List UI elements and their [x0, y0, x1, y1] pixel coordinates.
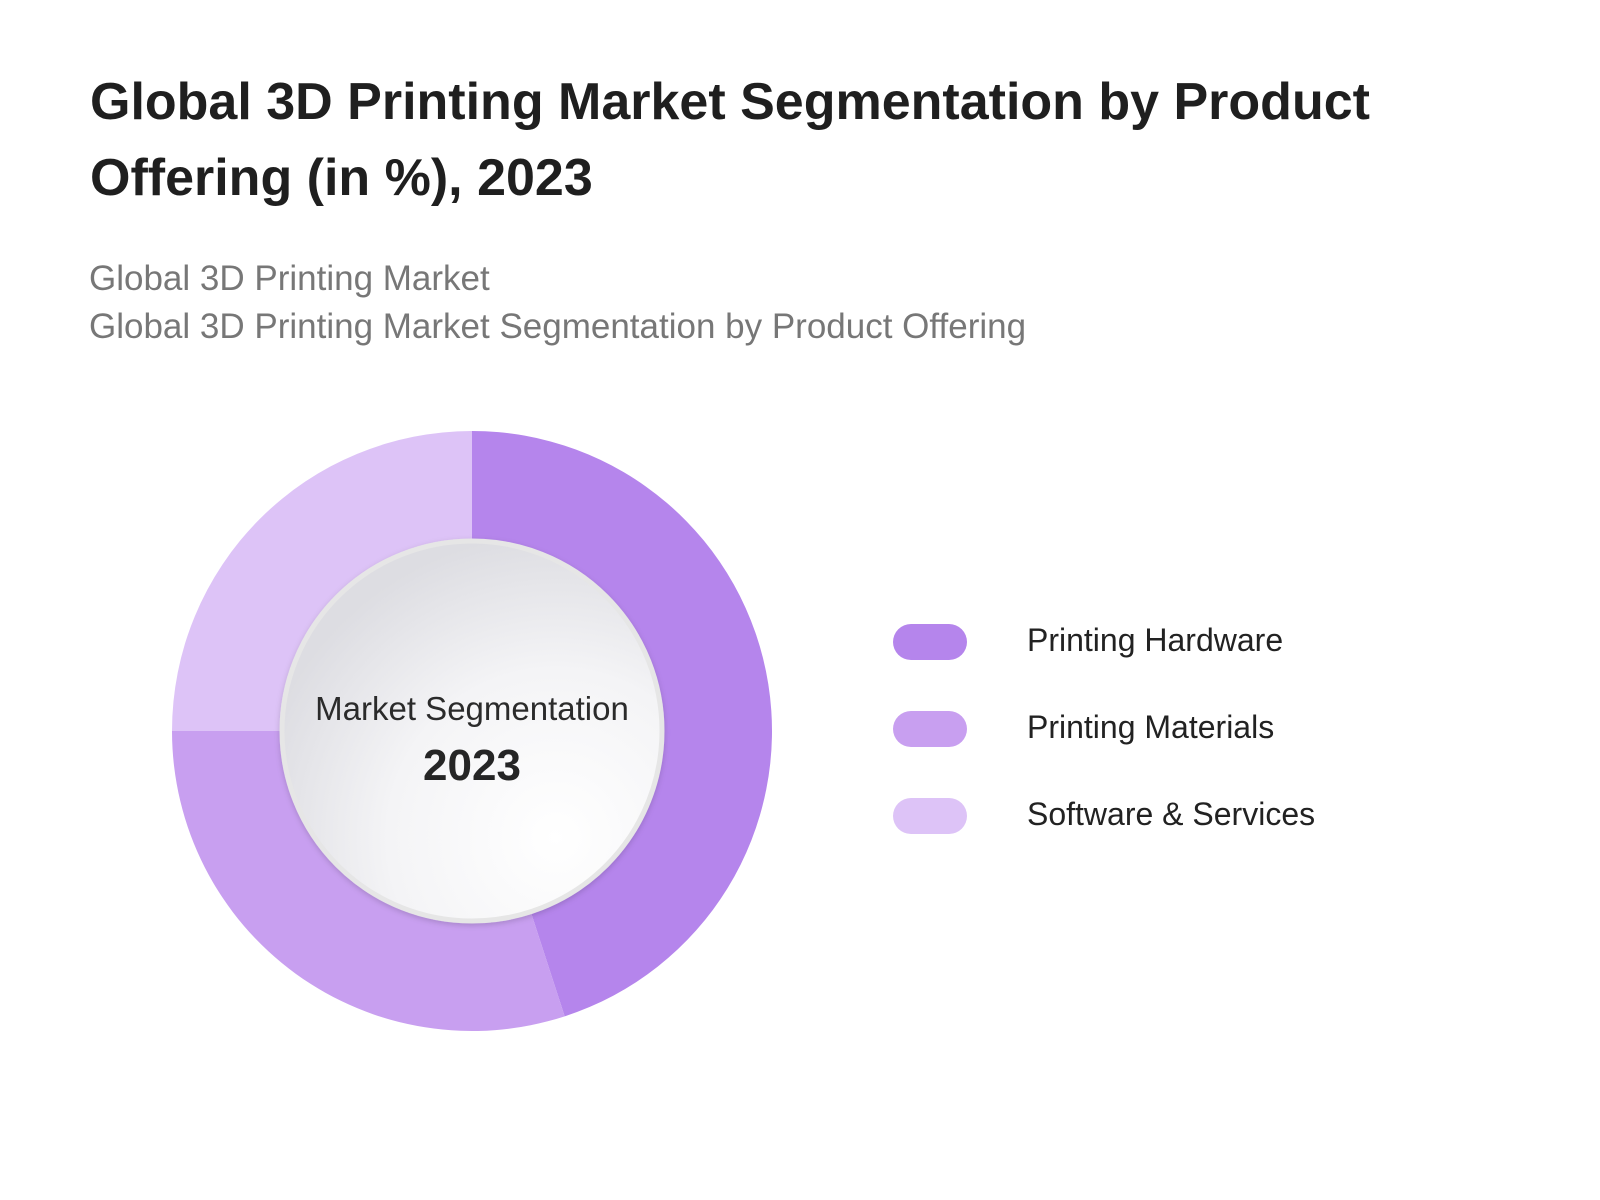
legend-label: Printing Hardware: [1027, 622, 1284, 658]
legend-swatch: [893, 711, 967, 747]
legend-label: Printing Materials: [1027, 709, 1275, 745]
chart-subtitle-line: Global 3D Printing Market: [89, 259, 490, 298]
legend-item-software-services: Software & Services: [893, 790, 1453, 877]
donut-center: [279, 538, 665, 924]
donut-slice-printing-hardware: [472, 431, 773, 1017]
legend-swatch: [893, 798, 967, 834]
chart-title: Global 3D Printing Market Segmentation b…: [90, 73, 1370, 207]
chart-subtitle: Global 3D Printing Market Global 3D Prin…: [89, 255, 1026, 351]
legend-label: Software & Services: [1027, 796, 1316, 832]
donut-slices: [172, 431, 773, 1031]
chart-legend: Printing Hardware Printing Materials Sof…: [893, 616, 1453, 877]
legend-item-printing-materials: Printing Materials: [893, 703, 1453, 790]
donut-chart: [172, 431, 773, 1031]
donut-center-text: Market Segmentation 2023: [282, 688, 662, 792]
center-year: 2023: [423, 741, 521, 790]
center-label: Market Segmentation: [315, 690, 629, 727]
donut-slice-software-services: [172, 431, 472, 731]
chart-subtitle-line: Global 3D Printing Market Segmentation b…: [89, 307, 1027, 346]
legend-swatch: [893, 624, 967, 660]
donut-slice-printing-materials: [172, 731, 565, 1031]
legend-item-printing-hardware: Printing Hardware: [893, 616, 1453, 703]
